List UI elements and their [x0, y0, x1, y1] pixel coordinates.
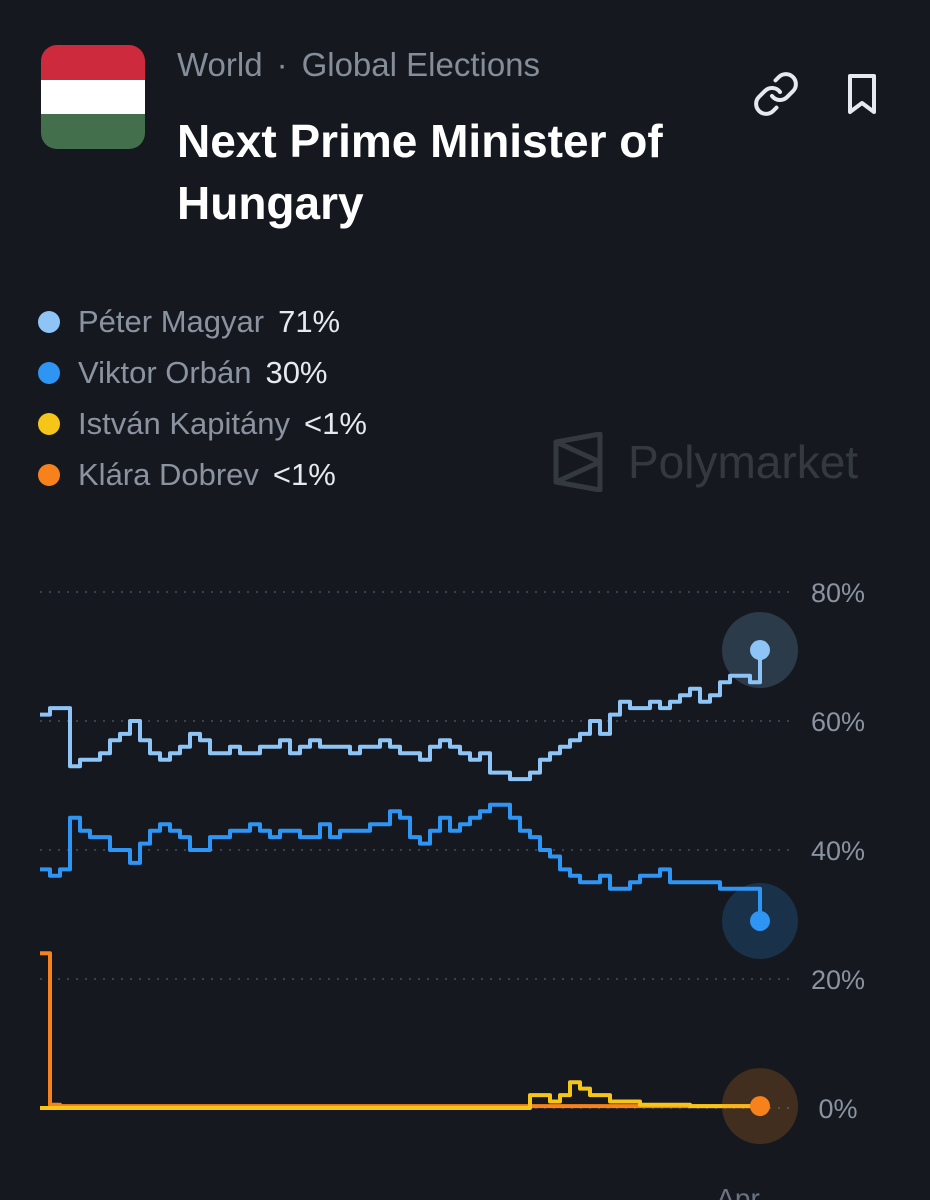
bookmark-icon[interactable] — [838, 70, 886, 118]
breadcrumb-world[interactable]: World — [177, 46, 263, 83]
legend-item-istvan-kapitany: István Kapitány <1% — [38, 398, 367, 449]
x-tick-label-apr: Apr — [716, 1183, 760, 1200]
endpoint-dot-p-ter-magyar[interactable] — [750, 640, 770, 661]
endpoint-dot-viktor-orb-n[interactable] — [750, 910, 770, 931]
y-tick-label: 0% — [818, 1094, 857, 1124]
breadcrumb-separator: · — [276, 46, 288, 83]
breadcrumb-global-elections[interactable]: Global Elections — [301, 46, 541, 83]
legend-value: 71% — [278, 303, 341, 339]
legend-item-viktor-orban: Viktor Orbán 30% — [38, 347, 367, 398]
polymarket-logo-icon — [553, 432, 603, 492]
legend-dot — [38, 412, 60, 435]
legend-dot — [38, 361, 60, 384]
price-chart[interactable]: 80% 60% 40% 20% 0% Apr — [0, 560, 930, 1200]
series-line-istv-n-kapit-ny — [40, 1080, 760, 1110]
series-line-viktor-orb-n — [40, 802, 762, 921]
series-line-p-ter-magyar — [40, 650, 762, 782]
y-tick-label: 60% — [811, 707, 865, 737]
watermark-text: Polymarket — [628, 436, 859, 488]
y-tick-label: 40% — [811, 836, 865, 866]
page-title: Next Prime Minister of Hungary — [177, 115, 663, 229]
legend-name: István Kapitány — [78, 405, 290, 441]
hungary-flag — [41, 45, 145, 149]
legend: Péter Magyar 71% Viktor Orbán 30% István… — [38, 296, 367, 500]
legend-value: <1% — [303, 405, 367, 441]
endpoint-dot-kl-ra-dobrev[interactable] — [750, 1096, 770, 1117]
legend-name: Péter Magyar — [78, 303, 265, 339]
legend-value: <1% — [272, 456, 336, 492]
breadcrumb: World · Global Elections — [177, 46, 540, 84]
flag-stripe-green — [41, 114, 145, 149]
legend-name: Klára Dobrev — [78, 456, 259, 492]
link-icon[interactable] — [752, 70, 800, 118]
flag-stripe-red — [41, 45, 145, 80]
legend-dot — [38, 310, 60, 333]
flag-stripe-white — [41, 79, 145, 115]
polymarket-watermark: Polymarket — [552, 432, 858, 492]
legend-value: 30% — [265, 354, 328, 390]
legend-dot — [38, 463, 60, 486]
y-tick-label: 80% — [811, 578, 865, 608]
y-tick-label: 20% — [811, 965, 865, 995]
legend-name: Viktor Orbán — [78, 354, 252, 390]
series-line-kl-ra-dobrev — [40, 951, 760, 1109]
legend-item-klara-dobrev: Klára Dobrev <1% — [38, 449, 367, 500]
legend-item-peter-magyar: Péter Magyar 71% — [38, 296, 367, 347]
